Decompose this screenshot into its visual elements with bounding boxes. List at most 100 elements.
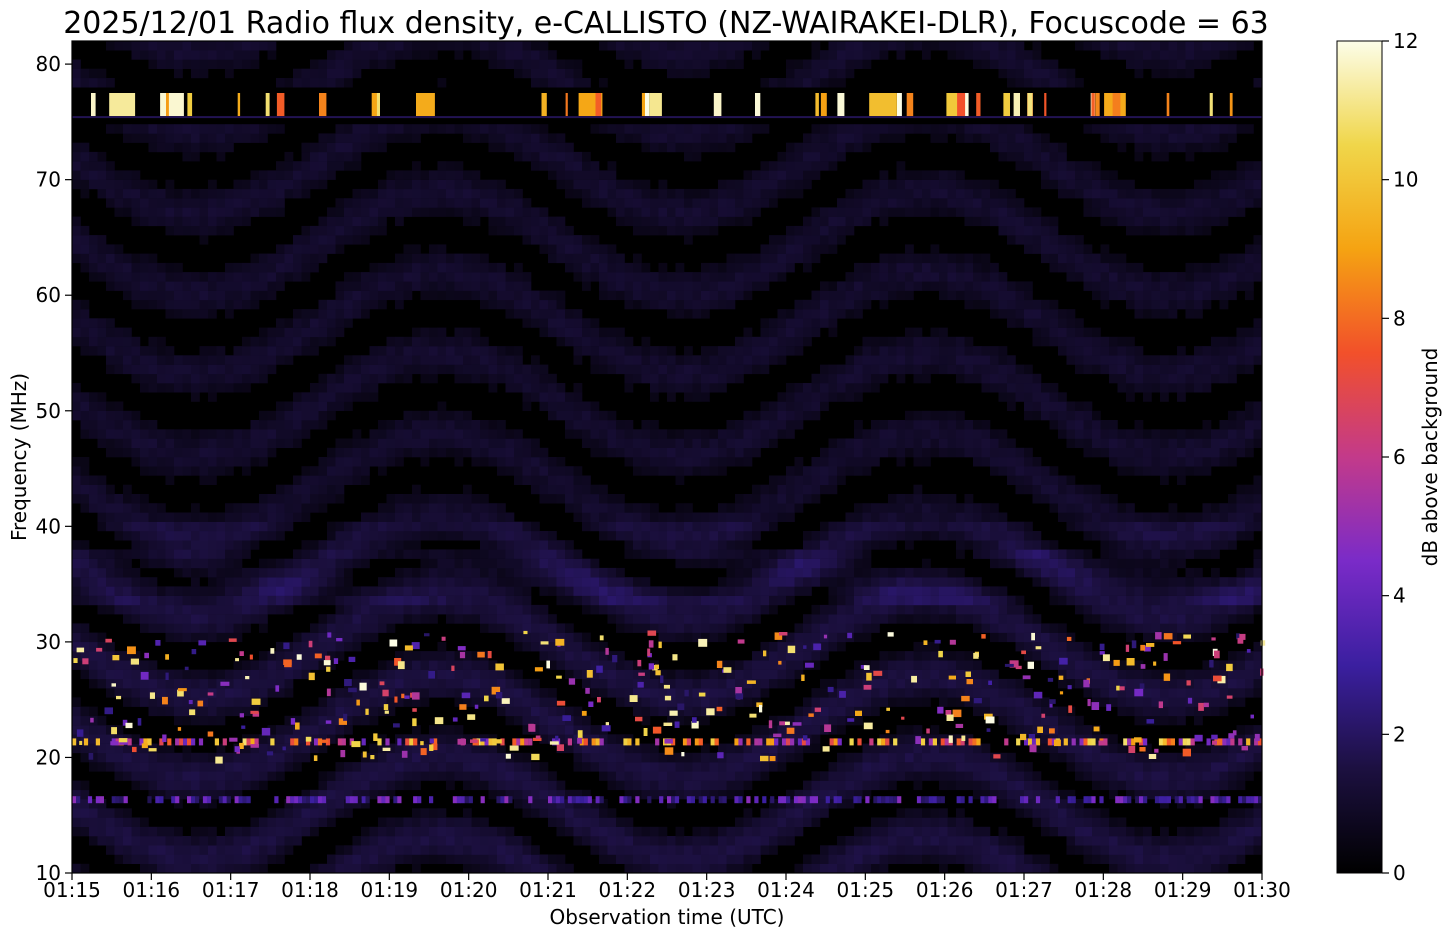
heatmap-cell (480, 373, 489, 384)
heatmap-cell (633, 429, 642, 439)
heatmap-cell (828, 364, 838, 375)
heatmap-cell (514, 549, 523, 559)
heatmap-cell (488, 429, 498, 439)
heatmap-cell (89, 586, 98, 596)
heatmap-cell (344, 142, 353, 153)
heatmap-cell (301, 669, 311, 680)
heatmap-cell (658, 373, 668, 384)
heatmap-cell (488, 845, 498, 855)
heatmap-cell (735, 457, 744, 467)
heatmap-cell (250, 262, 260, 273)
heatmap-cell (361, 863, 370, 874)
heatmap-cell (123, 272, 132, 282)
heatmap-cell (599, 826, 608, 837)
heatmap-cell (403, 170, 413, 180)
heatmap-cell (522, 614, 532, 624)
heatmap-cell (352, 586, 362, 596)
heatmap-cell (106, 743, 115, 754)
heatmap-cell (701, 549, 710, 559)
heatmap-cell (369, 290, 379, 301)
heatmap-cell (624, 290, 634, 301)
heatmap-cell (344, 697, 353, 707)
heatmap-cell (148, 678, 158, 689)
heatmap-cell (352, 281, 362, 291)
heatmap-cell (97, 577, 107, 587)
heatmap-cell (267, 521, 277, 532)
heatmap-cell (310, 262, 319, 273)
heatmap-cell (463, 41, 472, 51)
heatmap-cell (395, 216, 404, 227)
heatmap-cell (310, 641, 319, 652)
heatmap-cell (284, 272, 294, 282)
heatmap-cell (658, 50, 668, 60)
heatmap-cell (378, 586, 387, 596)
heatmap-cell (726, 281, 736, 291)
heatmap-cell (726, 521, 736, 532)
heatmap-cell (667, 521, 676, 532)
heatmap-cell (803, 170, 812, 180)
heatmap-cell (828, 540, 838, 550)
heatmap-cell (658, 604, 668, 615)
heatmap-cell (633, 595, 642, 606)
heatmap-cell (454, 179, 464, 190)
heatmap-cell (361, 558, 370, 569)
heatmap-cell (454, 420, 464, 430)
heatmap-cell (463, 521, 472, 532)
heatmap-cell (675, 383, 685, 393)
heatmap-cell (667, 854, 676, 864)
heatmap-cell (437, 734, 447, 744)
heatmap-cell (471, 364, 481, 375)
heatmap-cell (80, 567, 90, 578)
heatmap-cell (148, 447, 158, 458)
heatmap-cell (735, 216, 744, 227)
heatmap-cell (386, 346, 396, 356)
heatmap-cell (123, 262, 132, 273)
heatmap-cell (675, 475, 685, 485)
heatmap-cell (599, 447, 608, 458)
heatmap-cell (624, 336, 634, 347)
heatmap-cell (123, 290, 132, 301)
heatmap-cell (650, 457, 659, 467)
heatmap-cell (675, 457, 685, 467)
heatmap-cell (216, 457, 226, 467)
heatmap-cell (726, 604, 736, 615)
heatmap-cell (752, 336, 761, 347)
heatmap-cell (692, 614, 702, 624)
heatmap-cell (471, 577, 481, 587)
heatmap-cell (106, 669, 115, 680)
heatmap-cell (429, 364, 438, 375)
heatmap-cell (395, 549, 404, 559)
heatmap-cell (208, 59, 217, 69)
heatmap-cell (582, 632, 591, 643)
heatmap-cell (123, 447, 132, 458)
heatmap-cell (514, 762, 523, 772)
heatmap-cell (199, 235, 209, 245)
heatmap-cell (565, 799, 574, 809)
heatmap-cell (692, 309, 702, 319)
heatmap-cell (446, 198, 455, 208)
heatmap-cell (488, 604, 498, 615)
heatmap-cell (607, 845, 617, 855)
heatmap-cell (242, 355, 251, 365)
heatmap-cell (633, 253, 642, 264)
heatmap-cell (463, 678, 472, 689)
heatmap-cell (454, 521, 464, 532)
heatmap-cell (284, 817, 294, 827)
heatmap-cell (794, 669, 804, 680)
heatmap-cell (225, 586, 234, 596)
heatmap-cell (794, 826, 804, 837)
heatmap-cell (182, 762, 192, 772)
heatmap-cell (599, 512, 608, 522)
heatmap-cell (352, 780, 362, 791)
heatmap-cell (174, 188, 183, 199)
heatmap-cell (582, 262, 591, 273)
heatmap-cell (429, 503, 438, 513)
heatmap-cell (820, 789, 829, 800)
heatmap-cell (641, 780, 651, 791)
heatmap-cell (412, 604, 421, 615)
heatmap-cell (497, 762, 506, 772)
heatmap-cell (420, 290, 430, 301)
heatmap-cell (556, 641, 566, 652)
heatmap-cell (140, 586, 149, 596)
heatmap-cell (429, 688, 438, 698)
